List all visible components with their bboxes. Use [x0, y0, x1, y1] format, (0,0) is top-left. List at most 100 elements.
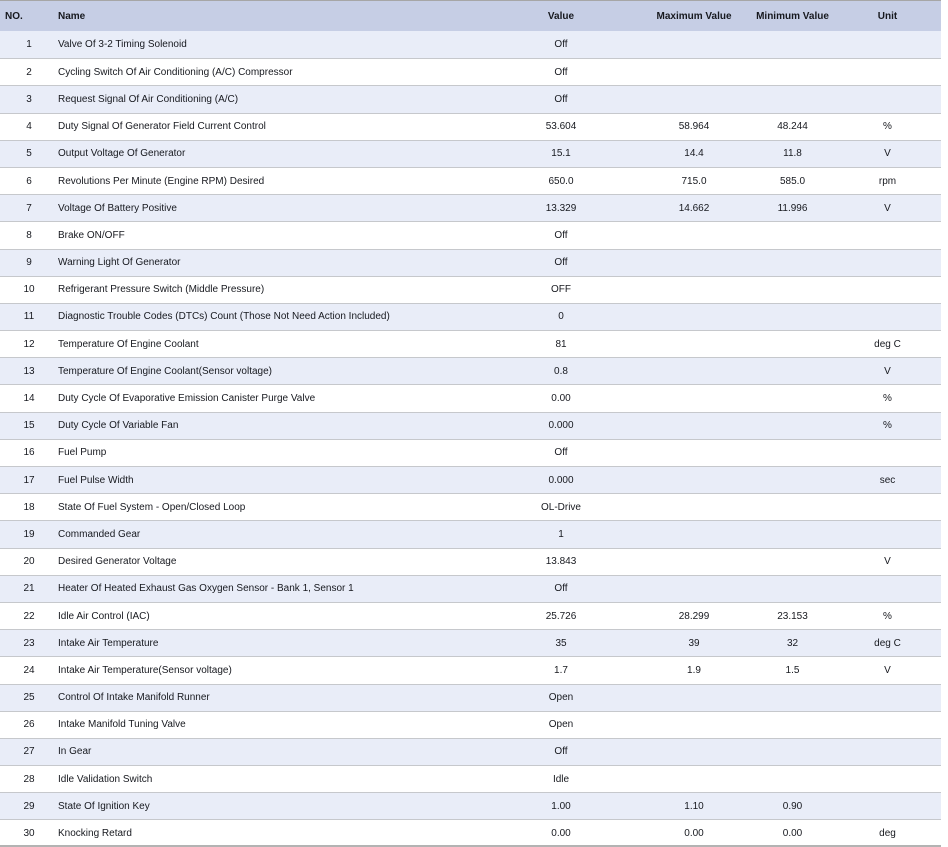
column-header-unit: Unit — [877, 10, 898, 22]
cell-no: 27 — [23, 746, 35, 758]
table-row[interactable]: 23 Intake Air Temperature 35 39 32 deg C — [0, 629, 941, 657]
table-row[interactable]: 15 Duty Cycle Of Variable Fan 0.000 % — [0, 411, 941, 439]
cell-value: 25.726 — [545, 610, 577, 622]
cell-no: 18 — [23, 501, 35, 513]
cell-name: Desired Generator Voltage — [58, 556, 177, 568]
cell-no: 14 — [23, 393, 35, 405]
cell-no: 12 — [23, 338, 35, 350]
cell-minimum-value: 0.90 — [782, 800, 803, 812]
table-row[interactable]: 10 Refrigerant Pressure Switch (Middle P… — [0, 275, 941, 303]
cell-value: 1 — [558, 528, 564, 540]
cell-no: 21 — [23, 583, 35, 595]
cell-name: State Of Fuel System - Open/Closed Loop — [58, 501, 246, 513]
cell-name: Duty Cycle Of Evaporative Emission Canis… — [58, 393, 316, 405]
cell-value: Off — [554, 257, 568, 269]
table-row[interactable]: 14 Duty Cycle Of Evaporative Emission Ca… — [0, 384, 941, 412]
cell-maximum-value: 14.662 — [678, 202, 710, 214]
table-row[interactable]: 3 Request Signal Of Air Conditioning (A/… — [0, 85, 941, 113]
table-row[interactable]: 4 Duty Signal Of Generator Field Current… — [0, 112, 941, 140]
cell-maximum-value: 1.9 — [687, 664, 701, 676]
cell-no: 10 — [23, 284, 35, 296]
cell-value: 0.8 — [554, 365, 568, 377]
cell-value: Off — [554, 93, 568, 105]
column-header-no: NO. — [5, 10, 23, 22]
table-row[interactable]: 16 Fuel Pump Off — [0, 438, 941, 466]
cell-no: 22 — [23, 610, 35, 622]
table-row[interactable]: 7 Voltage Of Battery Positive 13.329 14.… — [0, 194, 941, 222]
cell-value: 1.7 — [554, 664, 568, 676]
cell-no: 4 — [26, 121, 32, 133]
table-row[interactable]: 26 Intake Manifold Tuning Valve Open — [0, 710, 941, 738]
cell-unit: V — [884, 365, 891, 377]
table-row[interactable]: 5 Output Voltage Of Generator 15.1 14.4 … — [0, 139, 941, 167]
cell-value: 0.000 — [548, 474, 574, 486]
table-row[interactable]: 11 Diagnostic Trouble Codes (DTCs) Count… — [0, 302, 941, 331]
table-row[interactable]: 1 Valve Of 3-2 Timing Solenoid Off — [0, 31, 941, 59]
cell-name: Revolutions Per Minute (Engine RPM) Desi… — [58, 175, 265, 187]
table-row[interactable]: 24 Intake Air Temperature(Sensor voltage… — [0, 656, 941, 684]
cell-name: Duty Cycle Of Variable Fan — [58, 420, 179, 432]
cell-maximum-value: 0.00 — [684, 828, 704, 840]
cell-value: 0 — [558, 311, 564, 323]
table-row[interactable]: 12 Temperature Of Engine Coolant 81 deg … — [0, 330, 941, 358]
cell-name: Voltage Of Battery Positive — [58, 202, 177, 214]
cell-unit: % — [883, 393, 892, 405]
table-row[interactable]: 13 Temperature Of Engine Coolant(Sensor … — [0, 357, 941, 385]
column-header-name: Name — [58, 10, 86, 22]
cell-unit: V — [884, 664, 891, 676]
table-row[interactable]: 20 Desired Generator Voltage 13.843 V — [0, 547, 941, 575]
cell-no: 8 — [26, 229, 32, 241]
cell-value: Off — [554, 583, 568, 595]
cell-name: Intake Air Temperature — [58, 637, 159, 649]
table-row[interactable]: 22 Idle Air Control (IAC) 25.726 28.299 … — [0, 601, 941, 630]
cell-value: Open — [548, 692, 574, 704]
cell-no: 6 — [26, 175, 32, 187]
cell-minimum-value: 23.153 — [777, 610, 808, 622]
cell-no: 25 — [23, 692, 35, 704]
cell-name: Fuel Pump — [58, 447, 107, 459]
table-row[interactable]: 30 Knocking Retard 0.00 0.00 0.00 deg — [0, 819, 941, 845]
cell-maximum-value: 1.10 — [684, 800, 704, 812]
table-row[interactable]: 18 State Of Fuel System - Open/Closed Lo… — [0, 493, 941, 521]
table-row[interactable]: 17 Fuel Pulse Width 0.000 sec — [0, 466, 941, 494]
column-header-value: Value — [547, 10, 575, 22]
cell-name: Temperature Of Engine Coolant — [58, 338, 199, 350]
table-row[interactable]: 9 Warning Light Of Generator Off — [0, 248, 941, 276]
table-row[interactable]: 8 Brake ON/OFF Off — [0, 221, 941, 249]
table-row[interactable]: 25 Control Of Intake Manifold Runner Ope… — [0, 683, 941, 711]
cell-value: Open — [548, 719, 574, 731]
cell-value: 0.00 — [551, 393, 571, 405]
cell-name: Control Of Intake Manifold Runner — [58, 692, 210, 704]
column-header-minimum-value: Minimum Value — [756, 10, 829, 22]
cell-no: 9 — [26, 257, 32, 269]
cell-name: State Of Ignition Key — [58, 800, 150, 812]
table-header-row: NO. Name Value Maximum Value Minimum Val… — [0, 1, 941, 31]
cell-no: 23 — [23, 637, 35, 649]
cell-name: Heater Of Heated Exhaust Gas Oxygen Sens… — [58, 583, 354, 595]
table-row[interactable]: 19 Commanded Gear 1 — [0, 520, 941, 548]
table-row[interactable]: 28 Idle Validation Switch Idle — [0, 765, 941, 793]
cell-name: Brake ON/OFF — [58, 229, 125, 241]
cell-no: 16 — [23, 447, 35, 459]
cell-minimum-value: 0.00 — [782, 828, 803, 840]
table-row[interactable]: 27 In Gear Off — [0, 737, 941, 766]
cell-no: 11 — [23, 311, 35, 323]
cell-no: 5 — [26, 148, 32, 160]
cell-no: 24 — [23, 664, 35, 676]
table-row[interactable]: 6 Revolutions Per Minute (Engine RPM) De… — [0, 166, 941, 195]
cell-name: Intake Manifold Tuning Valve — [58, 719, 186, 731]
cell-unit: % — [883, 610, 892, 622]
cell-unit: sec — [879, 474, 896, 486]
cell-name: Temperature Of Engine Coolant(Sensor vol… — [58, 365, 273, 377]
table-row[interactable]: 29 State Of Ignition Key 1.00 1.10 0.90 — [0, 792, 941, 820]
table-row[interactable]: 2 Cycling Switch Of Air Conditioning (A/… — [0, 58, 941, 86]
table-row[interactable]: 21 Heater Of Heated Exhaust Gas Oxygen S… — [0, 574, 941, 602]
cell-value: Off — [554, 229, 568, 241]
cell-name: In Gear — [58, 746, 92, 758]
cell-minimum-value: 11.996 — [777, 202, 808, 214]
cell-name: Duty Signal Of Generator Field Current C… — [58, 121, 266, 133]
cell-no: 28 — [23, 773, 35, 785]
table-body: 1 Valve Of 3-2 Timing Solenoid Off 2 Cyc… — [0, 31, 941, 845]
cell-no: 17 — [23, 474, 35, 486]
